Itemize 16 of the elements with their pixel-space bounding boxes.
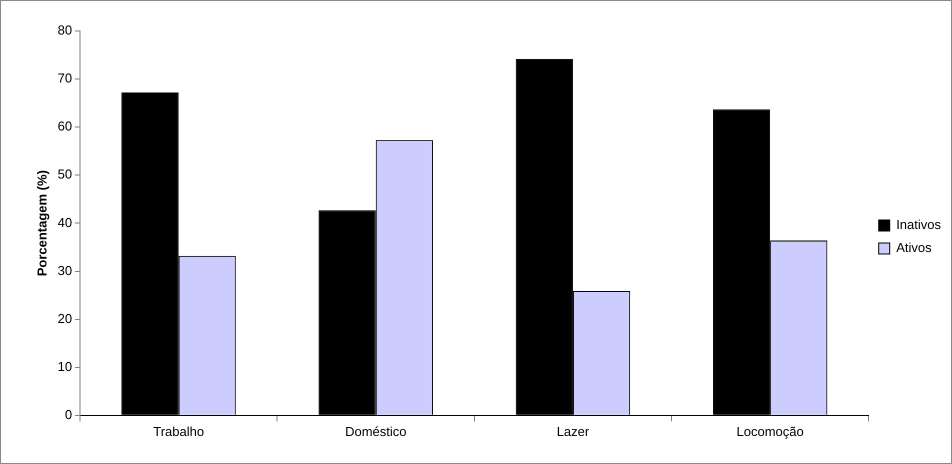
y-tick-label: 50	[58, 166, 72, 182]
y-tick-label: 80	[58, 22, 72, 38]
x-tick-label: Locomoção	[736, 424, 804, 439]
legend-label: Ativos	[896, 240, 932, 256]
y-tick-label: 60	[58, 118, 72, 134]
x-tick-label: Trabalho	[153, 424, 204, 439]
y-tick-label: 20	[58, 310, 72, 326]
y-tick-label: 40	[58, 214, 72, 230]
y-tick-label: 70	[58, 70, 72, 86]
y-tick-label: 0	[64, 406, 72, 422]
y-tick-label: 10	[58, 358, 72, 374]
legend-label: Inativos	[896, 217, 942, 232]
x-tick-label: Doméstico	[345, 424, 407, 439]
y-tick-label: 30	[58, 262, 72, 278]
x-tick-label: Lazer	[556, 424, 590, 439]
y-axis-title: Porcentagem (%)	[34, 170, 50, 276]
